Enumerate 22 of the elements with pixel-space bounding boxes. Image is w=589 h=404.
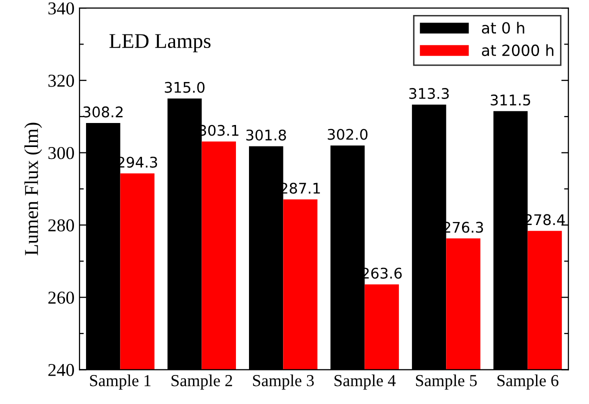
- data-label: 315.0: [164, 82, 205, 93]
- y-tick-label: 240: [48, 364, 74, 376]
- data-label: 308.2: [83, 106, 123, 118]
- x-tick-label: Sample 1: [90, 374, 150, 390]
- y-tick-label: 280: [48, 219, 74, 232]
- x-tick-label: Sample 5: [416, 374, 477, 390]
- data-label: 302.0: [328, 128, 368, 140]
- y-axis-title: Lumen Flux (lm): [24, 122, 42, 256]
- y-tick-label: 320: [48, 74, 74, 87]
- data-label: 313.3: [409, 88, 449, 100]
- y-tick-label: 260: [48, 292, 74, 304]
- legend-label: at 0 h: [482, 22, 524, 34]
- legend-label: at 2000 h: [482, 44, 554, 56]
- y-tick-label: 340: [48, 2, 74, 15]
- x-tick-label: Sample 3: [253, 374, 314, 390]
- x-tick-label: Sample 4: [334, 374, 396, 390]
- text: LED Lamps: [109, 34, 210, 52]
- y-tick-label: 300: [48, 146, 74, 160]
- x-tick-label: Sample 6: [498, 374, 558, 390]
- data-label: 311.5: [490, 94, 530, 106]
- data-label: 301.8: [246, 130, 286, 141]
- x-tick-label: Sample 2: [172, 374, 232, 390]
